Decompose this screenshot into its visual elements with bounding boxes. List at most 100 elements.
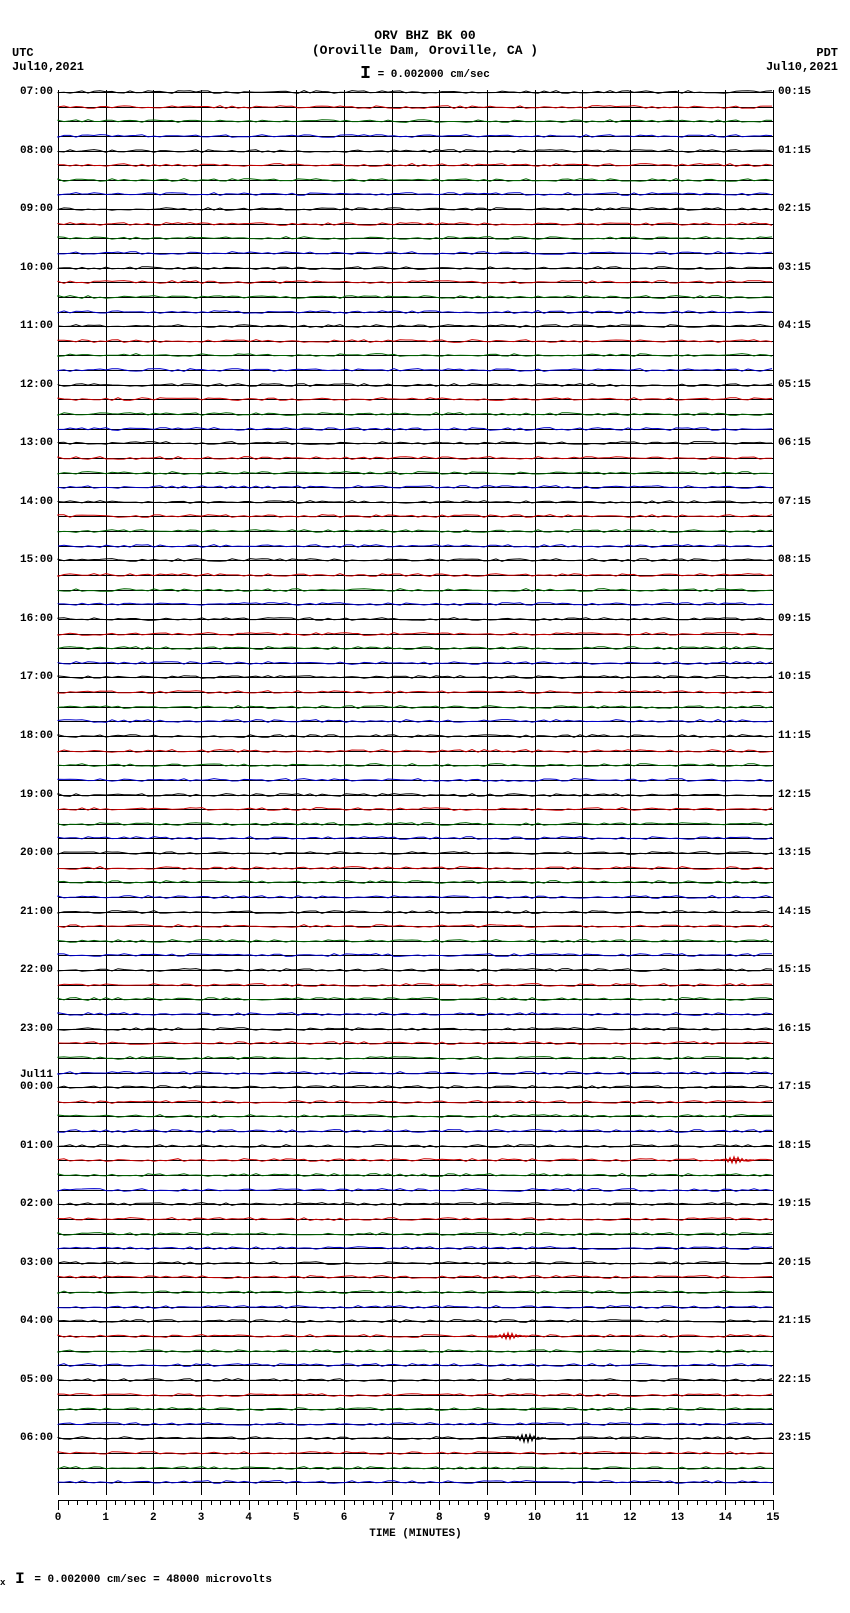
trace-signal xyxy=(58,791,773,799)
x-tick-minor xyxy=(420,1500,421,1505)
x-tick-minor xyxy=(87,1500,88,1505)
trace-signal xyxy=(58,132,773,140)
x-tick-minor xyxy=(763,1500,764,1505)
trace-signal xyxy=(58,820,773,828)
trace-signal xyxy=(58,1391,773,1399)
x-tick-major xyxy=(58,1500,59,1510)
trace-signal xyxy=(58,1303,773,1311)
trace-signal xyxy=(58,630,773,638)
pdt-time-label: 06:15 xyxy=(778,437,850,449)
pdt-time-label: 13:15 xyxy=(778,847,850,859)
seismic-event xyxy=(488,1330,528,1342)
x-tick-minor xyxy=(430,1500,431,1505)
x-tick-minor xyxy=(506,1500,507,1505)
trace-signal xyxy=(58,703,773,711)
trace-signal xyxy=(58,395,773,403)
utc-time-label: 11:00 xyxy=(0,320,53,332)
utc-time-label: 17:00 xyxy=(0,671,53,683)
scale-indicator: I = 0.002000 cm/sec xyxy=(0,64,850,84)
trace-signal xyxy=(58,117,773,125)
x-tick-label: 11 xyxy=(576,1512,589,1524)
trace-signal xyxy=(58,1039,773,1047)
trace-signal xyxy=(58,615,773,623)
x-tick-minor xyxy=(230,1500,231,1505)
utc-time-label: 06:00 xyxy=(0,1432,53,1444)
pdt-time-label: 16:15 xyxy=(778,1023,850,1035)
trace-signal xyxy=(58,161,773,169)
utc-time-label: 01:00 xyxy=(0,1140,53,1152)
x-tick-label: 10 xyxy=(528,1512,541,1524)
trace-signal xyxy=(58,995,773,1003)
x-tick-major xyxy=(249,1500,250,1510)
x-tick-minor xyxy=(306,1500,307,1505)
x-tick-minor xyxy=(191,1500,192,1505)
x-tick-minor xyxy=(77,1500,78,1505)
trace-signal xyxy=(58,1069,773,1077)
pdt-time-label: 11:15 xyxy=(778,730,850,742)
x-tick-minor xyxy=(277,1500,278,1505)
trace-signal xyxy=(58,1054,773,1062)
trace-signal xyxy=(58,512,773,520)
x-tick-major xyxy=(678,1500,679,1510)
x-tick-label: 15 xyxy=(766,1512,779,1524)
x-tick-minor xyxy=(334,1500,335,1505)
trace-signal xyxy=(58,249,773,257)
trace-signal xyxy=(58,264,773,272)
trace-signal xyxy=(58,571,773,579)
x-tick-minor xyxy=(354,1500,355,1505)
trace-signal xyxy=(58,966,773,974)
trace-signal xyxy=(58,732,773,740)
utc-time-label: 12:00 xyxy=(0,379,53,391)
trace-signal xyxy=(58,586,773,594)
x-tick-minor xyxy=(563,1500,564,1505)
utc-time-label: 23:00 xyxy=(0,1023,53,1035)
utc-time-label: 05:00 xyxy=(0,1374,53,1386)
x-axis: TIME (MINUTES) 0123456789101112131415 xyxy=(58,1500,773,1550)
pdt-time-label: 08:15 xyxy=(778,554,850,566)
trace-signal xyxy=(58,1112,773,1120)
trace-signal xyxy=(58,1347,773,1355)
trace-signal xyxy=(58,673,773,681)
trace-signal xyxy=(58,410,773,418)
x-tick-minor xyxy=(754,1500,755,1505)
x-tick-minor xyxy=(144,1500,145,1505)
trace-signal xyxy=(58,1230,773,1238)
trace-signal xyxy=(58,1171,773,1179)
utc-time-label: 14:00 xyxy=(0,496,53,508)
x-tick-minor xyxy=(601,1500,602,1505)
x-tick-minor xyxy=(573,1500,574,1505)
x-tick-label: 8 xyxy=(436,1512,443,1524)
trace-signal xyxy=(58,644,773,652)
trace-signal xyxy=(58,1200,773,1208)
trace-signal xyxy=(58,1434,773,1442)
trace-signal xyxy=(58,190,773,198)
trace-signal xyxy=(58,1361,773,1369)
trace-signal xyxy=(58,1273,773,1281)
x-tick-label: 6 xyxy=(341,1512,348,1524)
trace-signal xyxy=(58,659,773,667)
x-tick-minor xyxy=(239,1500,240,1505)
utc-time-label: 07:00 xyxy=(0,86,53,98)
x-tick-label: 2 xyxy=(150,1512,157,1524)
trace-signal xyxy=(58,381,773,389)
trace-signal xyxy=(58,1420,773,1428)
x-tick-minor xyxy=(182,1500,183,1505)
x-tick-minor xyxy=(649,1500,650,1505)
trace-signal xyxy=(58,688,773,696)
trace-signal xyxy=(58,542,773,550)
trace-signal xyxy=(58,220,773,228)
pdt-time-label: 17:15 xyxy=(778,1081,850,1093)
trace-signal xyxy=(58,278,773,286)
trace-signal xyxy=(58,1186,773,1194)
x-tick-minor xyxy=(382,1500,383,1505)
utc-time-label: 02:00 xyxy=(0,1198,53,1210)
x-tick-minor xyxy=(96,1500,97,1505)
pdt-time-label: 07:15 xyxy=(778,496,850,508)
pdt-time-label: 22:15 xyxy=(778,1374,850,1386)
utc-time-label: 03:00 xyxy=(0,1257,53,1269)
x-tick-minor xyxy=(735,1500,736,1505)
pdt-time-label: 19:15 xyxy=(778,1198,850,1210)
x-tick-minor xyxy=(363,1500,364,1505)
trace-signal xyxy=(58,1127,773,1135)
x-tick-minor xyxy=(449,1500,450,1505)
